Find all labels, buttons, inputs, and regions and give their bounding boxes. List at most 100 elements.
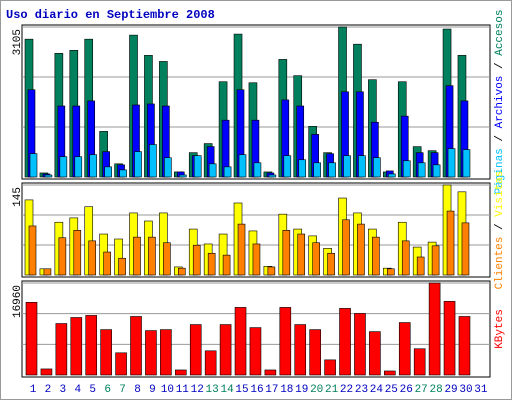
legend: Clientes / Visitas (494, 171, 506, 290)
bar (163, 242, 171, 276)
bar (268, 174, 277, 178)
bar (238, 154, 247, 178)
x-tick-label: 2 (45, 384, 52, 396)
x-tick-label: 23 (355, 384, 368, 396)
bar (40, 368, 53, 376)
bar (219, 324, 232, 376)
x-tick-label: 6 (104, 384, 111, 396)
bar (59, 156, 68, 178)
bar (462, 149, 471, 178)
bar (324, 359, 336, 376)
x-tick-label: 12 (191, 384, 204, 396)
bar (312, 242, 320, 276)
x-tick-label: 22 (340, 384, 353, 396)
x-tick-label: 31 (474, 384, 488, 396)
bar (447, 148, 456, 178)
x-tick-label: 26 (400, 384, 413, 396)
bar (417, 162, 426, 178)
bar (298, 159, 307, 178)
y-tick-label: 3105 (12, 29, 24, 55)
x-tick-label: 5 (89, 384, 96, 396)
legend-entry: Clientes (494, 237, 506, 290)
bar (358, 155, 366, 178)
x-tick-label: 24 (370, 384, 384, 396)
legend-entry: Archivos (494, 76, 506, 129)
bar (85, 315, 98, 376)
bar (100, 329, 112, 376)
legend-entry: KBytes (494, 309, 506, 349)
bar (369, 331, 381, 376)
bar (237, 223, 246, 276)
x-tick-label: 8 (134, 384, 141, 396)
x-tick-label: 13 (206, 384, 219, 396)
bar (339, 308, 351, 376)
bar (342, 219, 350, 276)
bar (134, 151, 142, 178)
x-tick-label: 3 (60, 384, 67, 396)
bar (282, 230, 291, 276)
bar (431, 245, 440, 276)
bar (103, 251, 111, 276)
bar (130, 316, 142, 376)
bar (189, 324, 202, 376)
bar (149, 144, 157, 178)
bar (388, 173, 396, 178)
bar (207, 252, 216, 276)
bar (204, 350, 217, 376)
x-tick-label: 19 (295, 384, 308, 396)
x-tick-label: 4 (74, 384, 81, 396)
bar (461, 222, 470, 276)
bar (264, 369, 277, 376)
bar (428, 282, 441, 376)
bar (357, 223, 365, 276)
x-tick-label: 30 (459, 384, 472, 396)
legend-entry: Páginas (494, 148, 506, 194)
bar (252, 243, 261, 276)
bar (73, 230, 82, 276)
bar (25, 302, 38, 376)
bar (44, 174, 53, 178)
bar (88, 240, 97, 276)
bar (458, 316, 471, 376)
legend-separator: / (494, 217, 506, 237)
bar (145, 330, 157, 376)
bar (118, 257, 126, 276)
x-tick-label: 18 (280, 384, 293, 396)
bar (402, 160, 411, 178)
bar (193, 155, 202, 178)
bar (253, 162, 262, 178)
bar (192, 244, 201, 276)
x-tick-label: 1 (30, 384, 37, 396)
bar (443, 301, 456, 376)
y-tick-label: 145 (12, 187, 24, 207)
bar (249, 327, 262, 376)
bar (354, 313, 366, 376)
bar (413, 348, 426, 376)
bar (373, 157, 381, 178)
bar (179, 174, 187, 178)
legend: KBytes (494, 309, 506, 349)
bar (294, 324, 307, 376)
bar (175, 369, 187, 376)
y-tick-label: 16960 (12, 285, 24, 318)
legend-entry: Accesos (494, 10, 506, 56)
x-tick-label: 16 (250, 384, 263, 396)
bar (89, 154, 98, 178)
bar (446, 210, 455, 276)
legend-entry: Visitas (494, 171, 506, 217)
bar (43, 268, 52, 276)
bar (115, 352, 127, 376)
bar (372, 236, 380, 276)
bar (70, 317, 83, 376)
x-tick-label: 27 (415, 384, 428, 396)
bar (283, 155, 292, 178)
bar (119, 169, 127, 178)
x-tick-label: 21 (325, 384, 339, 396)
bar (148, 236, 156, 276)
legend: Páginas / Archivos / Accesos (494, 10, 506, 195)
bar (387, 268, 395, 276)
bar (328, 162, 336, 178)
bar (58, 237, 67, 276)
bar (74, 156, 83, 178)
bar (29, 153, 38, 178)
